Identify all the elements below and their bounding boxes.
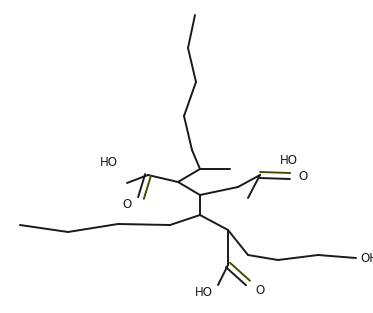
- Text: HO: HO: [195, 285, 213, 299]
- Text: O: O: [123, 198, 132, 212]
- Text: O: O: [298, 170, 307, 182]
- Text: HO: HO: [280, 153, 298, 167]
- Text: O: O: [255, 284, 264, 296]
- Text: OH: OH: [360, 252, 373, 264]
- Text: HO: HO: [100, 156, 118, 168]
